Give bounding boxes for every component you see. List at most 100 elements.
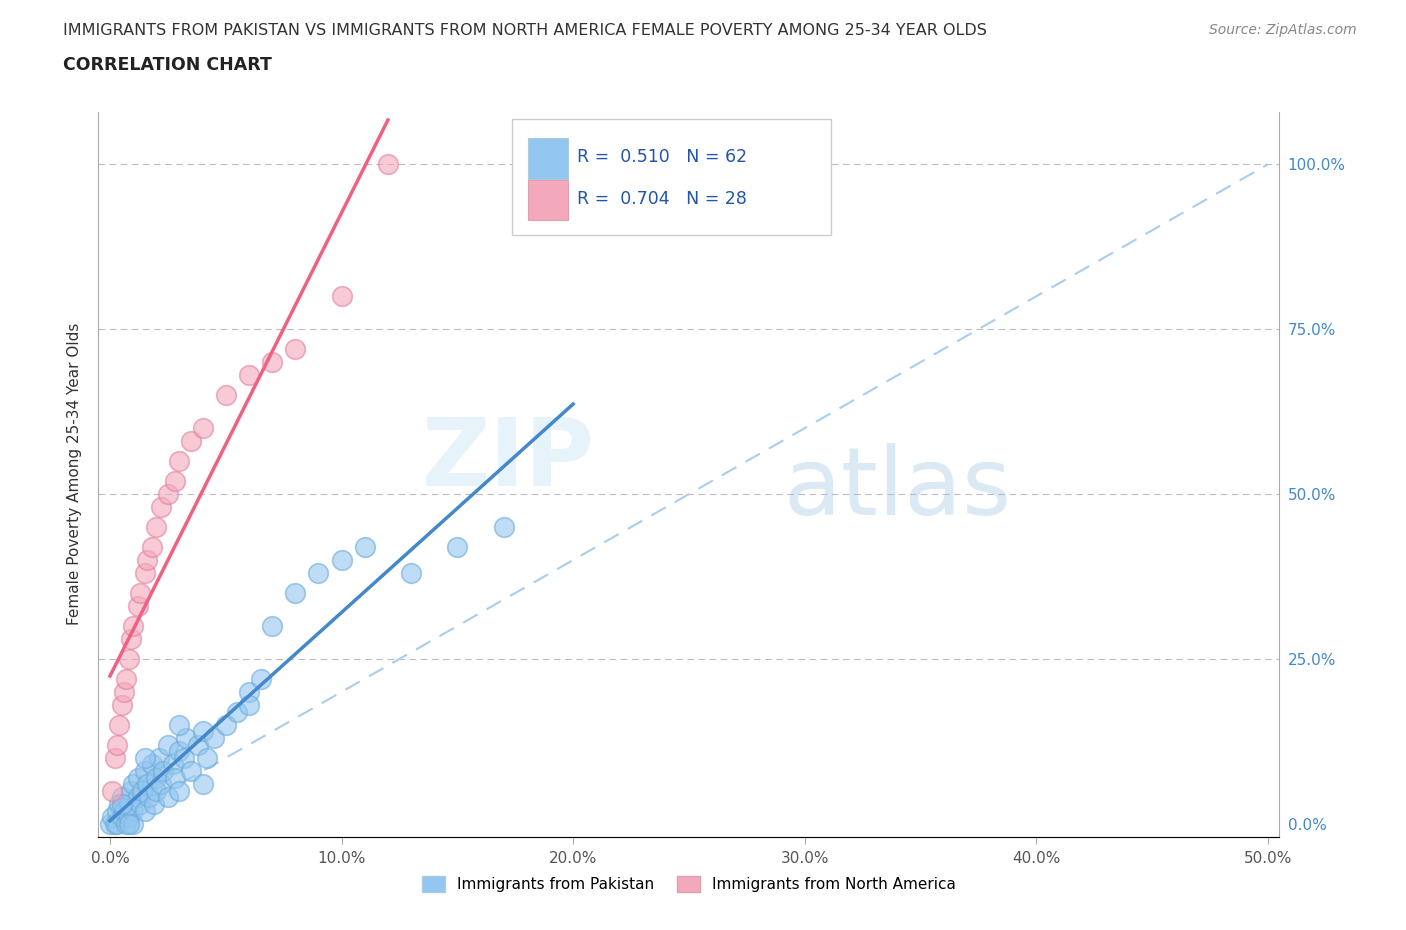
Point [169, 717, 191, 732]
Point [115, 817, 138, 831]
Point [195, 751, 218, 765]
Point [112, 804, 135, 818]
Point [330, 289, 353, 304]
Point [176, 731, 198, 746]
Point [108, 717, 131, 732]
Point [148, 751, 170, 765]
Point [105, 817, 128, 831]
Point [149, 499, 172, 514]
Text: IMMIGRANTS FROM PAKISTAN VS IMMIGRANTS FROM NORTH AMERICA FEMALE POVERTY AMONG 2: IMMIGRANTS FROM PAKISTAN VS IMMIGRANTS F… [63, 23, 987, 38]
Text: atlas: atlas [783, 443, 1012, 535]
Point [180, 764, 202, 778]
Point [122, 618, 145, 633]
Point [191, 420, 214, 435]
Point [134, 751, 156, 765]
Point [110, 698, 132, 712]
Point [215, 388, 238, 403]
Point [105, 737, 128, 752]
Point [117, 817, 139, 831]
Point [156, 790, 179, 804]
Point [180, 434, 202, 449]
Point [127, 790, 149, 804]
Point [446, 539, 468, 554]
Point [191, 777, 214, 791]
Point [173, 751, 195, 765]
Point [162, 757, 184, 772]
Point [136, 552, 159, 567]
Point [101, 783, 124, 798]
Point [122, 817, 145, 831]
Point [249, 671, 271, 686]
Point [110, 797, 132, 812]
Point [284, 586, 307, 601]
Text: R =  0.510   N = 62: R = 0.510 N = 62 [576, 148, 747, 166]
Point [98, 817, 121, 831]
Point [115, 671, 138, 686]
Point [169, 783, 191, 798]
Point [377, 157, 399, 172]
Point [262, 354, 284, 369]
Point [226, 704, 249, 719]
Text: ZIP: ZIP [422, 414, 595, 506]
Point [122, 777, 145, 791]
Point [117, 810, 139, 825]
Point [101, 810, 124, 825]
Point [129, 797, 152, 812]
FancyBboxPatch shape [512, 119, 831, 235]
Point [141, 757, 163, 772]
Legend: Immigrants from Pakistan, Immigrants from North America: Immigrants from Pakistan, Immigrants fro… [416, 870, 962, 898]
Point [238, 698, 260, 712]
Point [134, 565, 156, 580]
Text: R =  0.704   N = 28: R = 0.704 N = 28 [576, 190, 747, 207]
Point [112, 684, 135, 699]
Point [202, 731, 225, 746]
Point [156, 737, 179, 752]
Point [145, 520, 167, 535]
Point [163, 770, 186, 785]
Point [145, 770, 167, 785]
FancyBboxPatch shape [529, 139, 568, 179]
Point [134, 764, 156, 778]
Point [131, 783, 153, 798]
Point [145, 783, 167, 798]
FancyBboxPatch shape [529, 179, 568, 220]
Point [122, 804, 145, 818]
Text: Source: ZipAtlas.com: Source: ZipAtlas.com [1209, 23, 1357, 37]
Point [120, 783, 142, 798]
Point [215, 717, 238, 732]
Point [134, 804, 156, 818]
Point [492, 520, 515, 535]
Point [149, 777, 172, 791]
Point [169, 454, 191, 469]
Point [284, 341, 307, 356]
Point [163, 473, 186, 488]
Point [156, 486, 179, 501]
Point [136, 777, 159, 791]
Point [143, 797, 166, 812]
Point [120, 631, 142, 646]
Point [138, 790, 160, 804]
Point [307, 565, 329, 580]
Point [117, 652, 139, 667]
Point [169, 744, 191, 759]
Point [127, 599, 149, 614]
Point [129, 586, 152, 601]
Point [187, 737, 209, 752]
Point [238, 368, 260, 383]
Point [105, 804, 128, 818]
Point [108, 797, 131, 812]
Point [110, 810, 132, 825]
Point [127, 770, 149, 785]
Point [330, 552, 353, 567]
Point [238, 684, 260, 699]
Point [104, 751, 127, 765]
Point [141, 539, 163, 554]
Point [152, 764, 174, 778]
Point [191, 724, 214, 739]
Point [262, 618, 284, 633]
Point [399, 565, 422, 580]
Point [110, 790, 132, 804]
Point [353, 539, 375, 554]
Point [117, 797, 139, 812]
Text: CORRELATION CHART: CORRELATION CHART [63, 56, 273, 73]
